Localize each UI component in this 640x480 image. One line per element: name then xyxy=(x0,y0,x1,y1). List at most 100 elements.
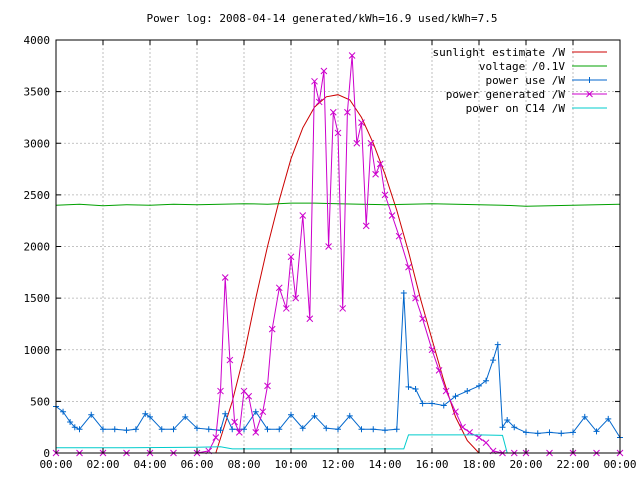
data-point xyxy=(372,170,379,178)
data-point xyxy=(440,402,447,409)
data-point xyxy=(299,212,307,219)
data-point xyxy=(388,212,396,219)
data-point xyxy=(194,425,200,432)
data-point xyxy=(442,387,450,395)
data-point xyxy=(475,434,483,441)
data-point xyxy=(221,274,229,281)
x-tick-label: 00:00 xyxy=(39,458,72,471)
x-tick-label: 06:00 xyxy=(180,458,213,471)
data-point xyxy=(323,425,330,432)
legend-label: power on C14 /W xyxy=(466,102,566,115)
data-point xyxy=(558,430,565,437)
data-point xyxy=(523,429,529,436)
data-point xyxy=(320,67,328,75)
data-point xyxy=(71,424,78,431)
data-point xyxy=(395,232,403,240)
y-tick-label: 0 xyxy=(43,447,50,460)
x-tick-label: 08:00 xyxy=(227,458,260,471)
data-point xyxy=(212,434,220,441)
data-point xyxy=(334,129,342,137)
data-point xyxy=(100,426,106,433)
data-point xyxy=(245,392,253,400)
data-point xyxy=(229,426,236,433)
y-tick-label: 2500 xyxy=(24,189,51,202)
data-point xyxy=(358,119,365,126)
data-point xyxy=(170,426,177,433)
series-line xyxy=(215,94,480,454)
y-tick-label: 3000 xyxy=(24,137,51,150)
x-tick-label: 10:00 xyxy=(274,458,307,471)
data-point xyxy=(329,108,337,116)
y-tick-label: 4000 xyxy=(24,34,51,47)
data-point xyxy=(182,413,189,420)
data-point xyxy=(464,388,471,395)
x-tick-label: 20:00 xyxy=(509,458,542,471)
data-point xyxy=(226,356,234,364)
data-point xyxy=(217,427,224,434)
data-point xyxy=(282,305,290,312)
data-point xyxy=(483,377,490,384)
data-point xyxy=(315,98,323,106)
data-point xyxy=(476,382,482,389)
data-point xyxy=(428,346,436,354)
x-tick-label: 02:00 xyxy=(86,458,119,471)
data-point xyxy=(235,428,243,436)
data-point xyxy=(570,429,576,436)
series-0 xyxy=(215,94,480,454)
data-point xyxy=(259,408,267,416)
legend-label: sunlight estimate /W xyxy=(433,46,566,59)
data-point xyxy=(339,305,347,312)
data-point xyxy=(593,428,600,435)
data-point xyxy=(60,408,67,415)
data-point xyxy=(546,429,553,436)
data-point xyxy=(534,430,541,437)
data-point xyxy=(452,393,459,400)
data-point xyxy=(88,411,95,418)
data-point xyxy=(287,253,295,261)
data-point xyxy=(325,243,332,250)
y-tick-label: 2000 xyxy=(24,241,51,254)
data-point xyxy=(362,222,370,230)
data-point xyxy=(405,383,412,390)
y-tick-label: 3500 xyxy=(24,86,51,99)
data-point xyxy=(605,415,612,422)
data-point xyxy=(306,315,314,323)
data-point xyxy=(158,426,165,433)
y-tick-label: 500 xyxy=(30,395,50,408)
data-point xyxy=(67,419,74,426)
data-point xyxy=(581,413,588,420)
x-tick-label: 04:00 xyxy=(133,458,166,471)
data-point xyxy=(412,385,419,392)
data-point xyxy=(381,191,389,199)
x-tick-label: 18:00 xyxy=(462,458,495,471)
chart-title: Power log: 2008-04-14 generated/kWh=16.9… xyxy=(147,12,498,25)
data-point xyxy=(459,423,466,431)
y-tick-label: 1000 xyxy=(24,344,51,357)
data-point xyxy=(466,428,473,436)
axis-ticks: 00:00 02:00 04:00 06:00 08:00 10:00 12:00 14:00… xyxy=(24,34,637,471)
data-point xyxy=(132,426,139,433)
data-point xyxy=(344,108,351,116)
legend-label: voltage /0.1V xyxy=(479,60,565,73)
data-point xyxy=(292,294,300,302)
x-tick-label: 00:00 xyxy=(603,458,636,471)
data-point xyxy=(586,77,593,83)
data-point xyxy=(452,408,459,416)
data-point xyxy=(217,387,224,395)
data-point xyxy=(504,416,511,423)
data-point xyxy=(276,426,283,433)
data-point xyxy=(252,428,260,436)
data-point xyxy=(482,439,490,447)
data-point xyxy=(490,357,497,364)
series-line xyxy=(55,202,621,207)
data-point xyxy=(353,139,361,147)
data-point xyxy=(205,426,212,433)
x-tick-label: 22:00 xyxy=(556,458,589,471)
data-point xyxy=(348,52,356,59)
data-point xyxy=(299,425,306,432)
data-point xyxy=(382,427,388,434)
x-tick-label: 14:00 xyxy=(368,458,401,471)
data-point xyxy=(346,412,353,419)
